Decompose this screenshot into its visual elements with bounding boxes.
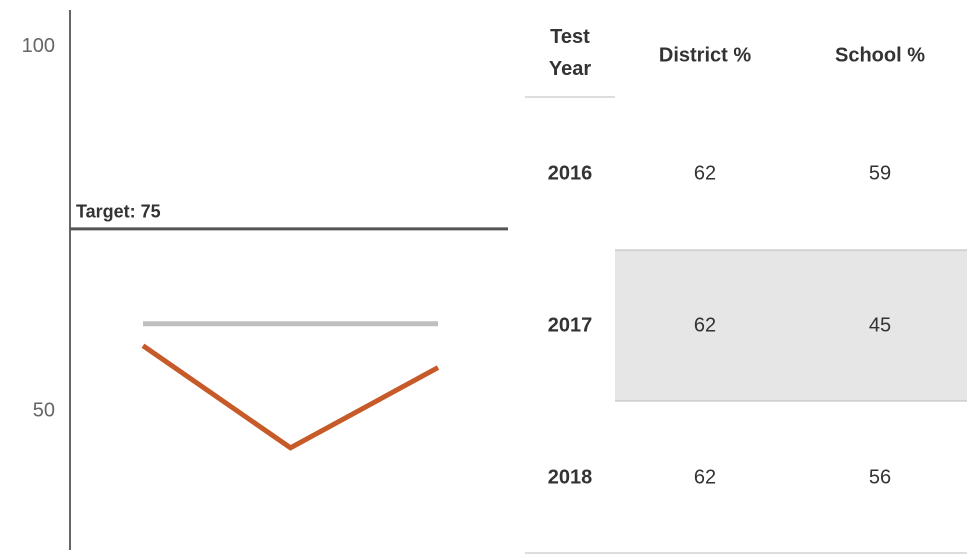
series-line bbox=[141, 343, 440, 451]
table-cell: 62 bbox=[694, 162, 716, 184]
y-tick-label: 50 bbox=[33, 400, 55, 422]
y-tick-label: 100 bbox=[22, 35, 55, 57]
highlight-row bbox=[615, 250, 967, 401]
table-cell: 56 bbox=[869, 466, 891, 488]
table-cell: 62 bbox=[694, 466, 716, 488]
column-header: School % bbox=[835, 44, 925, 66]
column-header: Test Year bbox=[549, 26, 591, 80]
table-cell: 45 bbox=[869, 314, 891, 336]
row-year: 2017 bbox=[548, 314, 593, 336]
target-label: Target: 75 bbox=[76, 202, 161, 222]
table-cell: 59 bbox=[869, 162, 891, 184]
row-year: 2016 bbox=[548, 162, 593, 184]
column-header: District % bbox=[659, 44, 751, 66]
row-year: 2018 bbox=[548, 466, 593, 488]
table-cell: 62 bbox=[694, 314, 716, 336]
